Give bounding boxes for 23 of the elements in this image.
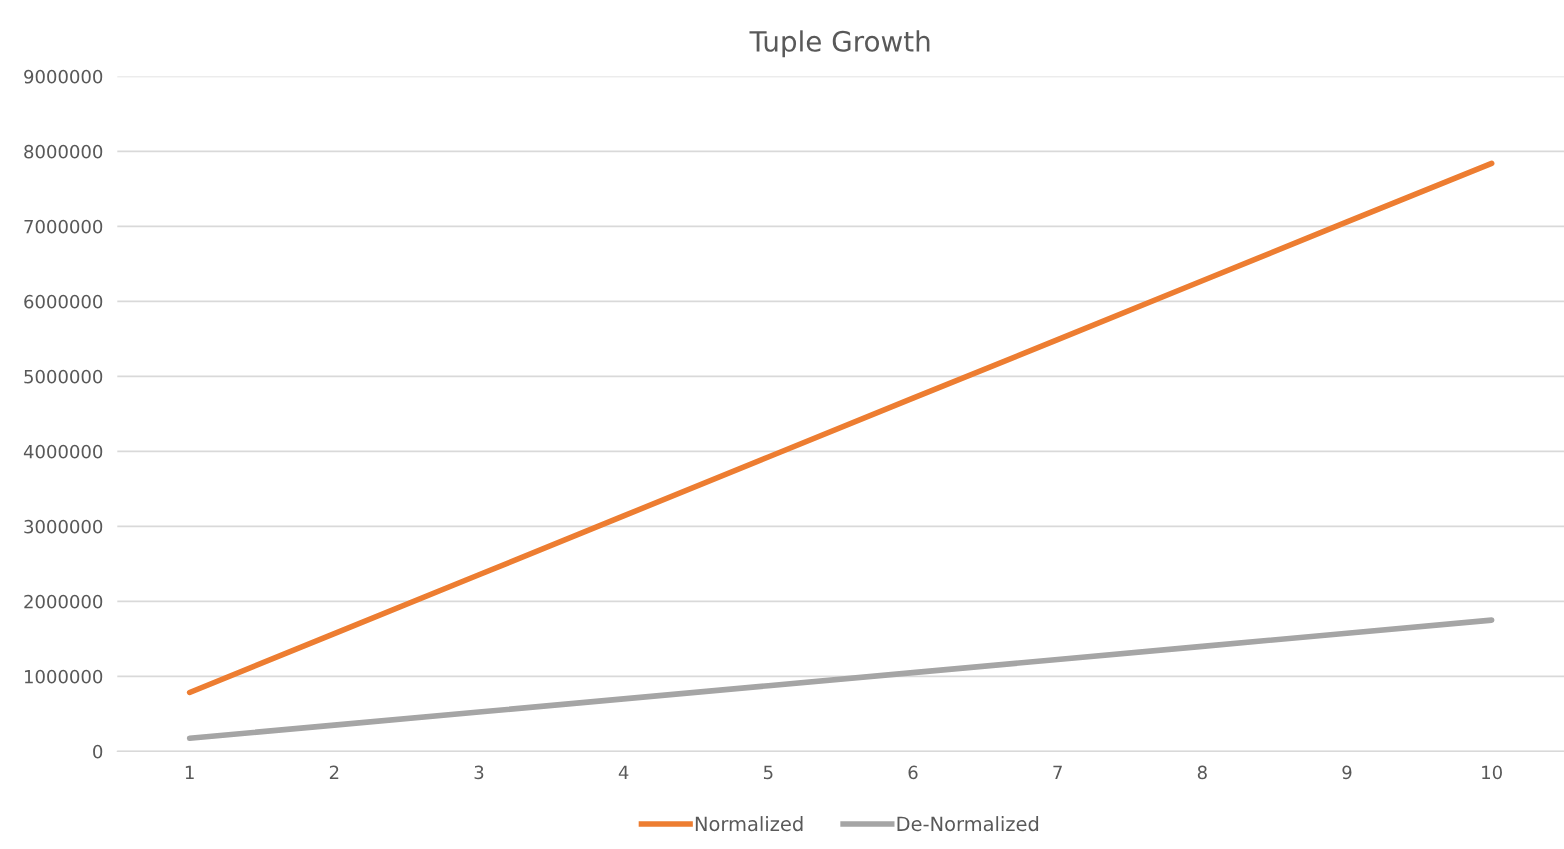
y-tick-label: 7000000 <box>24 219 103 234</box>
x-tick-label: 3 <box>474 765 484 780</box>
y-tick-label: 1000000 <box>24 669 103 684</box>
y-tick-label: 5000000 <box>24 369 103 384</box>
x-tick-label: 2 <box>329 765 339 779</box>
x-tick-label: 4 <box>618 765 629 779</box>
x-tick-label: 6 <box>908 765 918 780</box>
y-tick-label: 2000000 <box>24 594 103 609</box>
y-tick-label: 8000000 <box>24 144 103 159</box>
chart-title: Tuple Growth <box>749 30 930 58</box>
x-tick-label: 5 <box>763 765 773 780</box>
y-tick-label: 3000000 <box>24 519 103 534</box>
y-tick-label: 6000000 <box>24 294 103 309</box>
x-tick-label: 9 <box>1342 765 1352 780</box>
legend-label: De-Normalized <box>897 816 1039 832</box>
x-tick-label: 8 <box>1197 765 1207 780</box>
x-tick-label: 7 <box>1053 765 1062 779</box>
x-tick-label: 10 <box>1482 765 1502 780</box>
y-tick-label: 4000000 <box>23 444 103 459</box>
y-tick-label: 9000000 <box>24 69 103 84</box>
legend-label: Normalized <box>695 816 803 832</box>
x-tick-label: 1 <box>185 765 194 779</box>
y-tick-label: 0 <box>93 744 103 759</box>
